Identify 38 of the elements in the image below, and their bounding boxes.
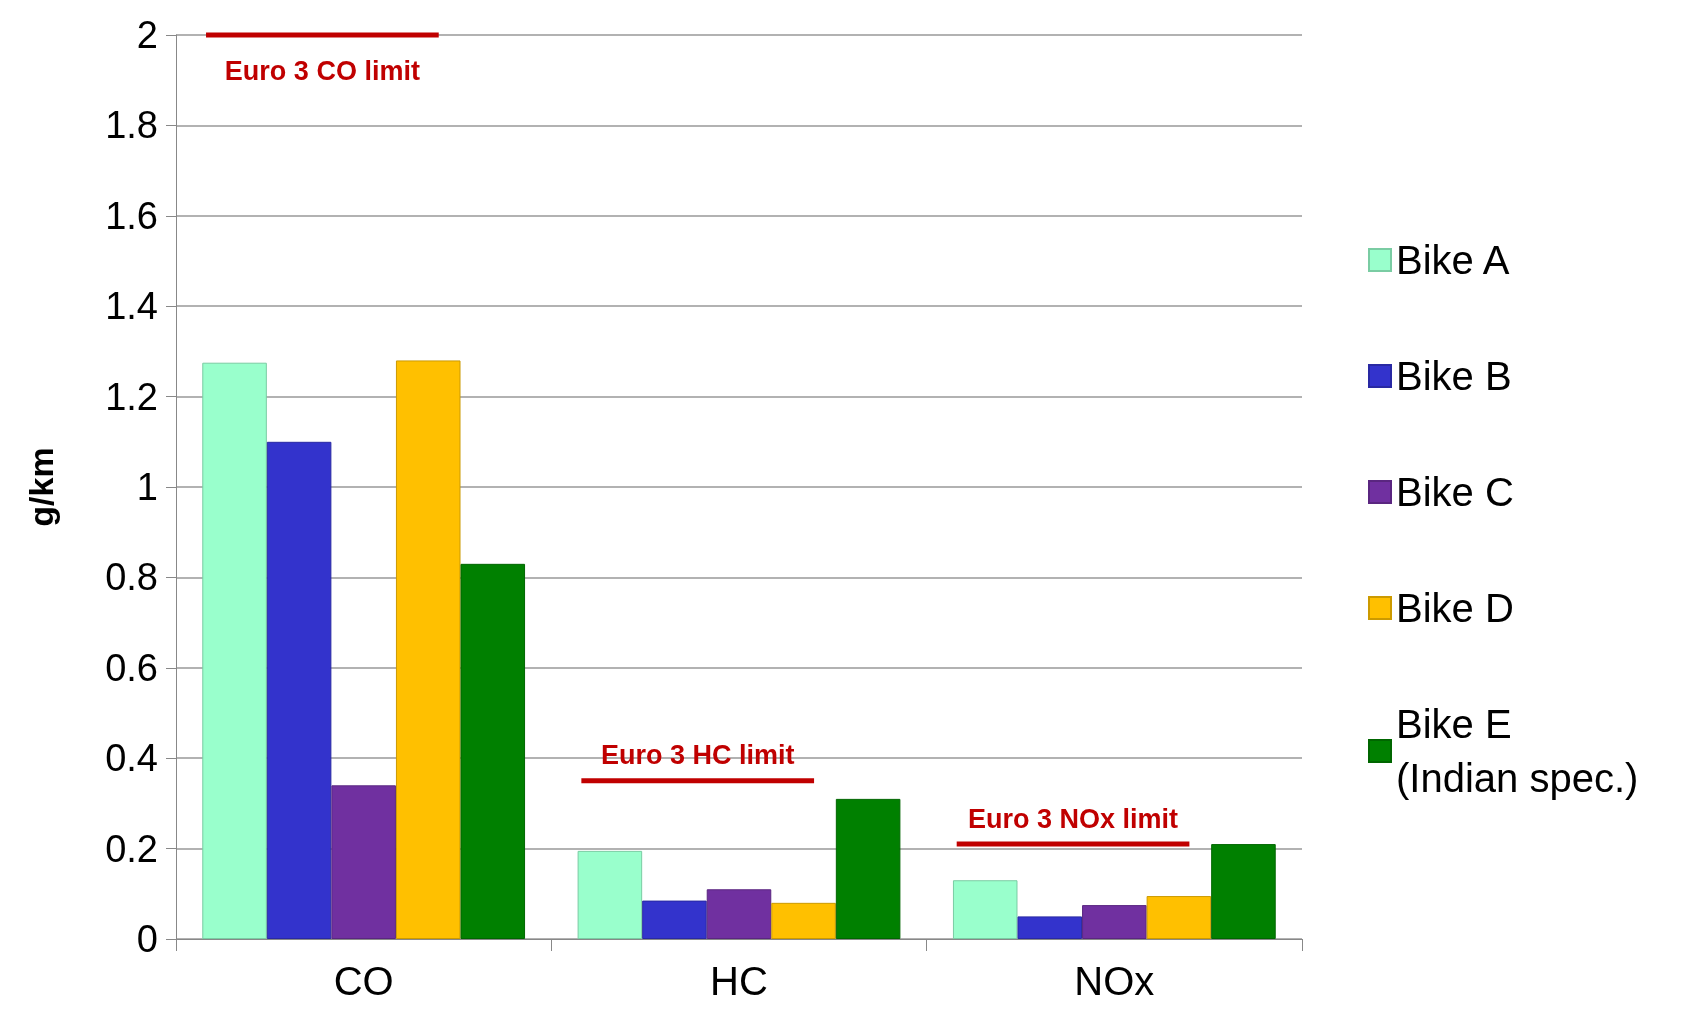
bar xyxy=(771,902,836,939)
legend-label: Bike D xyxy=(1396,586,1514,630)
bar xyxy=(1211,844,1276,939)
bar xyxy=(642,900,707,939)
legend-label: Bike B xyxy=(1396,354,1512,398)
y-axis-title: g/km xyxy=(22,447,60,527)
y-tick-label: 0.2 xyxy=(105,827,158,870)
ref-line-label: Euro 3 NOx limit xyxy=(968,803,1179,834)
y-tick-label: 0.8 xyxy=(105,556,158,599)
ref-line-label: Euro 3 HC limit xyxy=(600,740,795,771)
x-tick-label: HC xyxy=(710,959,768,1003)
y-tick-label: 1.8 xyxy=(105,104,158,147)
ref-line-label: Euro 3 CO limit xyxy=(224,55,420,86)
legend-label: Bike E (Indian spec.) xyxy=(1396,702,1639,800)
bar xyxy=(835,798,901,939)
legend-label: Bike A xyxy=(1396,238,1510,282)
y-tick-label: 0.6 xyxy=(105,646,158,689)
bar xyxy=(577,850,643,939)
bar xyxy=(460,563,526,939)
bar xyxy=(202,362,267,939)
y-tick-label: 0 xyxy=(136,918,158,960)
bar xyxy=(331,785,396,939)
bar xyxy=(1146,896,1212,939)
legend-label: Bike C xyxy=(1396,470,1514,514)
y-tick-label: 1.6 xyxy=(105,194,158,237)
bar xyxy=(1017,916,1083,939)
bar xyxy=(706,889,772,939)
bar xyxy=(395,360,461,939)
y-tick-label: 1 xyxy=(136,466,158,508)
y-tick-label: 1.2 xyxy=(105,375,158,418)
y-tick-label: 1.4 xyxy=(105,285,158,328)
bar xyxy=(266,441,332,939)
bar xyxy=(952,880,1018,939)
bar xyxy=(1082,905,1147,939)
x-tick-label: NOx xyxy=(1074,959,1155,1003)
x-tick-label: CO xyxy=(333,959,394,1003)
y-tick-label: 2 xyxy=(136,14,158,56)
y-tick-label: 0.4 xyxy=(105,737,158,780)
